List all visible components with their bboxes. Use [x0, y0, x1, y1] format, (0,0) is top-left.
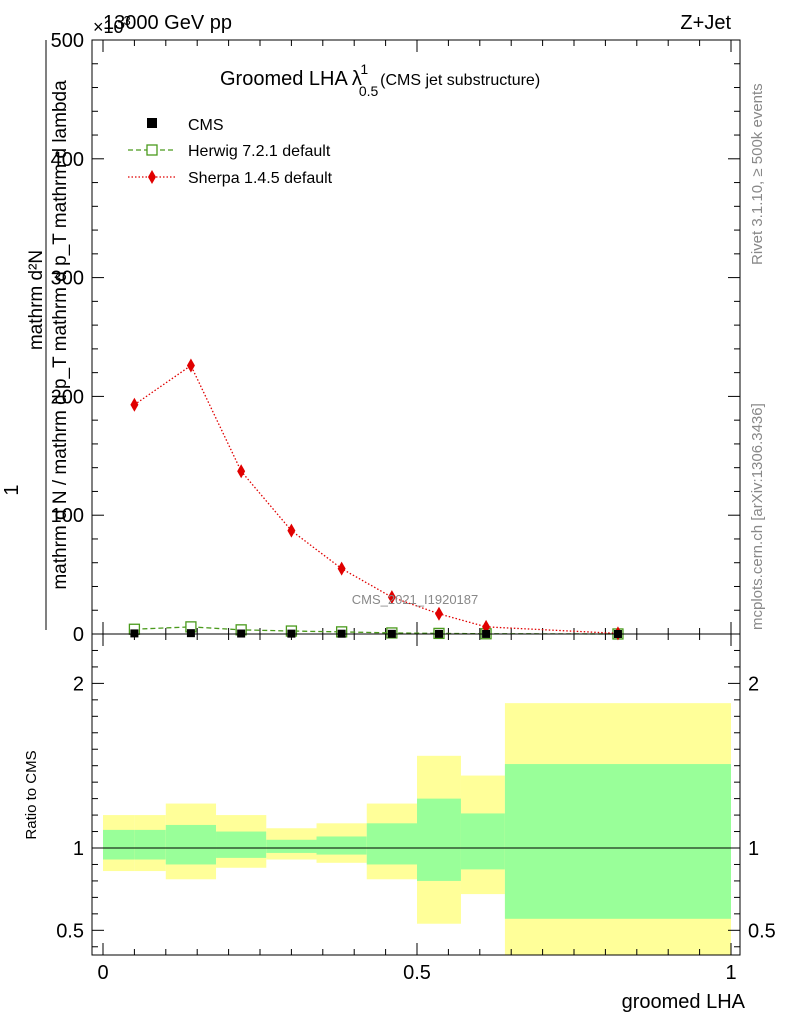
sherpa-point [130, 397, 139, 412]
analysis-watermark: CMS_2021_I1920187 [352, 592, 479, 607]
ratio-tick-label-right: 1 [748, 838, 759, 860]
ratio-tick-label-right: 2 [748, 673, 759, 695]
ratio-ylabel: Ratio to CMS [23, 750, 40, 839]
ratio-band-inner [266, 839, 317, 853]
ratio-band-inner [504, 764, 731, 919]
ratio-band-inner [316, 836, 367, 855]
y-tick-label: 0 [73, 624, 84, 646]
sherpa-point [387, 590, 396, 605]
legend-label-herwig: Herwig 7.2.1 default [188, 143, 331, 160]
legend: CMS Herwig 7.2.1 default Sherpa 1.4.5 de… [128, 117, 333, 187]
sherpa-point [337, 561, 346, 576]
legend-marker-sherpa [148, 170, 156, 184]
ratio-tick-label-left: 0.5 [56, 920, 84, 942]
rivet-label: Rivet 3.1.10, ≥ 500k events [749, 83, 766, 265]
x-axis-label: groomed LHA [622, 991, 746, 1013]
legend-label-sherpa: Sherpa 1.4.5 default [188, 170, 333, 187]
sherpa-point [237, 464, 246, 479]
ratio-band-inner [103, 829, 135, 860]
sherpa-point [434, 606, 443, 621]
ylabel-top: 1 [1, 484, 23, 495]
main-y-ticks: 0 100 200 300 400 500 [51, 30, 740, 646]
ratio-band-inner [417, 798, 461, 881]
x-tick-label: 0 [97, 962, 108, 984]
x-tick-label: 1 [725, 962, 736, 984]
sherpa-point [186, 358, 195, 373]
ratio-band-inner [460, 813, 505, 870]
ratio-band-inner [134, 829, 166, 860]
sherpa-point [287, 523, 296, 538]
plot-title: Groomed LHA λ 0.51(CMS jet substructure) [220, 61, 540, 99]
ratio-tick-label-right: 0.5 [748, 920, 776, 942]
y-tick-label: 300 [51, 268, 84, 290]
ratio-band-inner [216, 831, 267, 858]
ratio-y-ticks: 0.5 0.5 1 1 2 2 [56, 649, 776, 948]
scale-exponent: ×103 [93, 13, 131, 37]
y-tick-label: 500 [51, 30, 84, 52]
ratio-tick-label-left: 2 [73, 673, 84, 695]
y-tick-label: 200 [51, 386, 84, 408]
x-tick-label: 0.5 [403, 962, 431, 984]
ratio-plot-frame [91, 633, 741, 956]
y-tick-label: 400 [51, 149, 84, 171]
legend-marker-herwig [146, 144, 158, 156]
ratio-band-inner [165, 824, 217, 865]
cms-point [130, 629, 139, 638]
ylabel-numerator: mathrm d²N [26, 250, 47, 350]
ratio-bands [103, 703, 731, 955]
mcplots-label: mcplots.cern.ch [arXiv:1306.3436] [749, 403, 766, 630]
legend-marker-cms [147, 118, 157, 128]
ratio-band-inner [366, 823, 417, 865]
ratio-tick-label-left: 1 [73, 838, 84, 860]
ylabel-denominator: mathrm d N / mathrm d p_T mathrm d p_T m… [50, 80, 71, 590]
energy-label: 13000 GeV pp [103, 12, 232, 34]
y-tick-label: 100 [51, 505, 84, 527]
legend-label-cms: CMS [188, 117, 224, 134]
ratio-x-ticks: 0 0.5 1 [97, 634, 737, 984]
cms-point [186, 629, 195, 638]
process-label: Z+Jet [680, 12, 731, 34]
